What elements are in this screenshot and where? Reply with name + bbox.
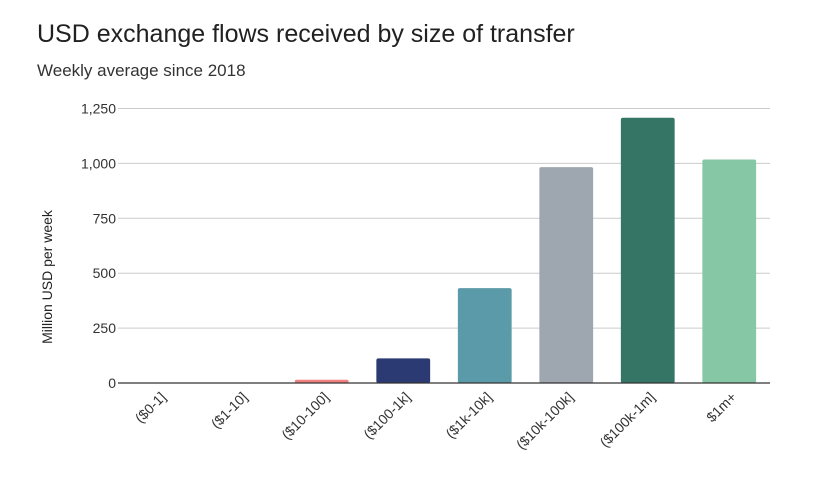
y-tick-label: 500 xyxy=(93,265,117,281)
bar-6 xyxy=(620,117,675,383)
x-tick-label: ($0-1] xyxy=(132,389,169,426)
y-axis-ticks: 0 250 500 750 1,000 1,250 xyxy=(81,101,116,392)
bar-7 xyxy=(702,159,757,383)
chart-subtitle: Weekly average since 2018 xyxy=(37,61,246,80)
y-tick-label: 750 xyxy=(93,210,117,226)
x-tick-label: ($1-10] xyxy=(208,389,251,432)
x-tick-label: ($10k-100k] xyxy=(513,389,577,453)
x-tick-label: ($100k-1m] xyxy=(596,389,657,450)
chart-title: USD exchange flows received by size of t… xyxy=(37,20,575,48)
y-tick-label: 1,000 xyxy=(81,155,116,171)
y-tick-label: 1,250 xyxy=(81,101,116,117)
bar-4 xyxy=(457,288,512,383)
bar-2 xyxy=(294,379,349,383)
bar-3 xyxy=(376,358,431,383)
x-tick-label: ($1k-10k] xyxy=(442,389,495,442)
bars xyxy=(131,117,757,383)
y-axis-label: Million USD per week xyxy=(39,209,55,344)
x-tick-label: ($10-100] xyxy=(278,389,332,443)
y-tick-label: 0 xyxy=(108,375,116,391)
x-tick-label: $1m+ xyxy=(703,389,739,425)
bar-5 xyxy=(539,167,594,383)
x-axis-ticks: ($0-1] ($1-10] ($10-100] ($100-1k] ($1k-10k]… xyxy=(132,389,740,453)
y-tick-label: 250 xyxy=(93,320,117,336)
x-tick-label: ($100-1k] xyxy=(360,389,413,442)
